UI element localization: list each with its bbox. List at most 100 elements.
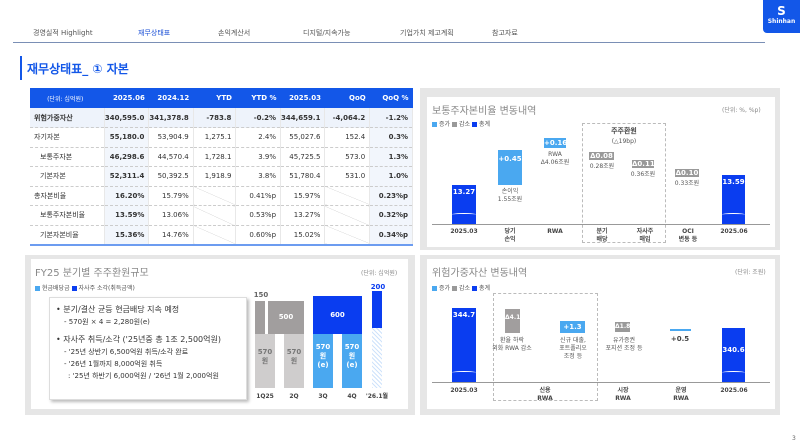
bar-1q-buyback (255, 301, 265, 334)
ni-note: 손이익 1.55조원 (497, 188, 523, 203)
legend-dividend: 현금배당금 (42, 285, 70, 292)
box-title: 주주환원 (611, 127, 637, 135)
table-cell: 15.02% (280, 225, 326, 246)
col-header: 2025.06 (104, 88, 149, 108)
rwa-chart: 위험가중자산 변동내역 (단위: 조원) 증가 감소 총계 344.7 Δ4.1… (427, 259, 775, 409)
logo-text: Shinhan (767, 18, 796, 25)
col-header: YTD % (235, 88, 281, 108)
nav-digital[interactable]: 디지털/지속가능 (303, 29, 351, 37)
x-axis-label: OCI 변동 등 (678, 228, 698, 243)
dividend-note: 0.28조원 (589, 163, 615, 170)
value-label: 344.7 (452, 311, 476, 319)
bar-3q-dividend: 570 원 (e) (313, 334, 333, 388)
x-axis-label: 당기 손익 (504, 228, 516, 243)
table-cell (193, 186, 237, 206)
nav-income-statement[interactable]: 손익계산서 (218, 29, 251, 37)
table-cell: -1.2% (369, 108, 413, 128)
value-label: 340.6 (722, 346, 745, 354)
col-header: 2024.12 (148, 88, 194, 108)
table-cell: 13.59% (104, 205, 150, 226)
x-axis-label: 2025.03 (450, 387, 478, 394)
table-cell: 3.8% (235, 166, 282, 187)
table-cell: -4,064.2 (324, 108, 371, 128)
table-cell: 15.36% (104, 225, 150, 246)
table-cell: 16.20% (104, 186, 150, 206)
sr-chart: FY25 분기별 주주환원규모 (단위: 십억원) 현금배당금 자사주 소각(취… (31, 259, 408, 409)
baseline (432, 224, 770, 225)
bar-2q-dividend: 570 원 (284, 334, 304, 388)
table-cell (193, 225, 237, 246)
x-axis-label: RWA (547, 228, 563, 235)
table-cell: 3.9% (235, 147, 282, 167)
table-cell: 46,298.6 (104, 147, 150, 167)
row-label: 보통주자본 (30, 147, 105, 167)
page-number: 3 (792, 435, 796, 442)
table-row: 자기자본 55,180.0 53,904.9 1,275.1 2.4% 55,027.6 1… (30, 127, 413, 148)
x-axis-label: 1Q25 (256, 393, 274, 400)
table-cell: 1,918.9 (193, 166, 237, 187)
table-cell: 0.32%p (369, 205, 413, 226)
table-cell: 53,904.9 (148, 127, 194, 148)
row-label: 기본자본비율 (30, 225, 105, 246)
table-row: 보통주자본비율 13.59% 13.06% 0.53%p 13.27% 0.32%p (30, 205, 413, 226)
legend-total: 총계 (478, 121, 490, 128)
table-cell: 15.79% (148, 186, 194, 206)
table-cell (324, 186, 371, 206)
rwa-note: RWA Δ4.06조원 (540, 151, 570, 166)
table-row: 위험가중자산 340,595.0 341,378.8 -783.8 -0.2% 344,6… (30, 108, 413, 128)
nav-value-up[interactable]: 기업가치 제고계획 (400, 29, 454, 37)
table-row: 기본자본 52,311.4 50,392.5 1,918.9 3.8% 51,780.4 5… (30, 166, 413, 187)
box-sub: (△19bp) (611, 138, 637, 145)
bar-operational (670, 329, 691, 331)
x-axis-label: 4Q (347, 393, 357, 400)
table-cell: 13.27% (280, 205, 326, 226)
table-cell: 344,659.1 (280, 108, 326, 128)
table-cell: 44,570.4 (148, 147, 194, 167)
summary-box: • 분기/결산 균등 현금배당 지속 예정 - 570원 × 4 = 2,280… (49, 297, 247, 400)
cet1-chart: 보통주자본비율 변동내역 (단위: %, %p) 증가 감소 총계 주주환원 (… (427, 97, 775, 247)
legend: 증가 감소 총계 (432, 119, 490, 128)
chart-unit: (단위: 조원) (735, 269, 766, 276)
col-header: QoQ (324, 88, 370, 108)
bar-market: Δ1.8 (615, 322, 631, 332)
table-cell: 0.41%p (235, 186, 282, 206)
row-label: 위험가중자산 (30, 108, 105, 128)
row-label: 자기자본 (30, 127, 105, 148)
table-cell: 1,275.1 (193, 127, 237, 148)
bar-fx: Δ4.1 (505, 309, 520, 333)
legend-decrease: 감소 (458, 285, 471, 292)
x-axis-label: 시장 RWA (615, 387, 631, 402)
unit-label: (단위: 십억원) (30, 88, 105, 108)
chart-title: FY25 분기별 주주환원규모 (35, 268, 149, 279)
bar-start: 344.7 (452, 308, 476, 382)
x-axis-label: 3Q (318, 393, 328, 400)
bar-oci: Δ0.10 (675, 169, 699, 177)
table-cell: 15.97% (280, 186, 326, 206)
table-cell: -783.8 (193, 108, 237, 128)
x-axis-label: 2Q (289, 393, 299, 400)
table-cell: 1,728.1 (193, 147, 237, 167)
bar-26-jan (372, 291, 382, 328)
legend-increase: 증가 (439, 285, 451, 292)
table-cell: 55,027.6 (280, 127, 326, 148)
table-cell: 0.60%p (235, 225, 282, 246)
bar-rwa: +0.16 (544, 138, 568, 148)
x-axis-label: 2025.06 (720, 228, 748, 235)
nav-highlight[interactable]: 경영실적 Highlight (33, 29, 93, 37)
table-cell: 340,595.0 (104, 108, 150, 128)
label-200: 200 (370, 283, 386, 291)
row-label: 총자본비율 (30, 186, 105, 206)
op-label: +0.5 (670, 335, 690, 343)
chart-unit: (단위: 십억원) (361, 270, 398, 277)
table-cell: 0.23%p (369, 186, 413, 206)
credit-rwa-box (493, 293, 598, 401)
oci-note: 0.33조원 (674, 180, 700, 187)
table-cell: 0.34%p (369, 225, 413, 246)
table-row: 기본자본비율 15.36% 14.76% 0.60%p 15.02% 0.34%p (30, 225, 413, 246)
table-cell: 531.0 (324, 166, 371, 187)
table-cell: 0.53%p (235, 205, 282, 226)
nav-reference[interactable]: 참고자료 (492, 29, 518, 37)
x-axis-label: '26.1월 (365, 393, 389, 400)
table-cell: 55,180.0 (104, 127, 150, 148)
nav-balance-sheet[interactable]: 재무상태표 (138, 29, 171, 37)
